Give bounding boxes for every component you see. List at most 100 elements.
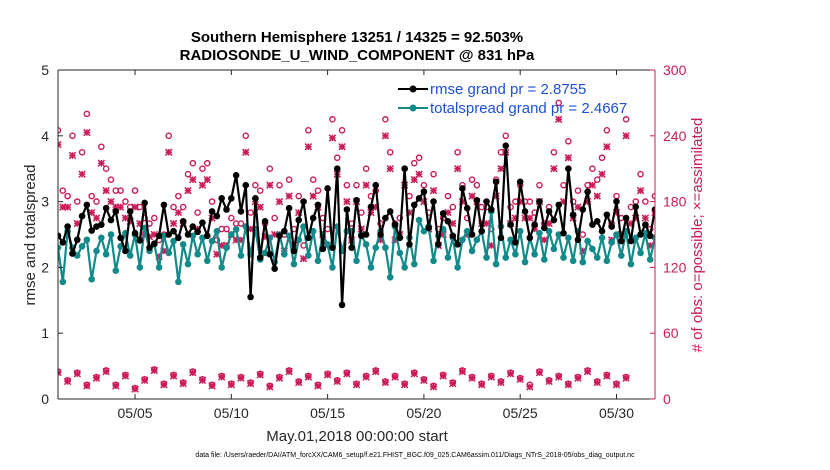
obs-assimilated-00z-point: [189, 368, 197, 377]
totalspread-point: [165, 249, 173, 257]
rmse-point: [271, 265, 278, 273]
obs-assimilated-00z-point: [256, 371, 264, 379]
totalspread-point: [632, 234, 640, 242]
obs-possible-point: [276, 181, 283, 189]
obs-assimilated-point: [714, 215, 720, 221]
obs-assimilated-point: [362, 181, 370, 189]
rmse-point: [338, 301, 346, 309]
rmse-point: [473, 196, 481, 204]
rmse-point: [646, 232, 654, 240]
totalspread-point: [627, 260, 635, 268]
rmse-point: [175, 234, 182, 242]
obs-possible-point: [667, 166, 672, 171]
obs-possible-point: [603, 127, 611, 134]
obs-assimilated-00z-point: [487, 373, 496, 381]
totalspread-point: [709, 228, 716, 235]
obs-assimilated-point: [657, 220, 663, 226]
rmse-point: [247, 293, 254, 301]
obs-possible-point: [295, 192, 303, 200]
x-tick-label: 05/30: [599, 405, 634, 421]
obs-possible-point: [749, 210, 754, 215]
obs-possible-point: [333, 154, 341, 162]
rmse-point: [753, 195, 760, 202]
rmse-point: [743, 219, 750, 226]
rmse-point: [603, 211, 611, 219]
ticks-layer: 05/05 05/10 05/15 05/20 05/25 05/30 0 1 2 3 4 5 0 60 1…: [41, 62, 686, 421]
rmse-point: [117, 234, 124, 242]
rmse-point: [719, 210, 726, 217]
obs-possible-point: [715, 199, 720, 204]
obs-assimilated-point: [285, 192, 293, 200]
totalspread-point: [218, 264, 225, 271]
obs-assimilated-00z-point: [304, 373, 313, 381]
obs-assimilated-point: [622, 132, 630, 140]
totalspread-point: [777, 234, 784, 241]
totalspread-point: [782, 256, 789, 263]
totalspread-point: [290, 260, 298, 268]
obs-possible-point: [242, 132, 250, 140]
rmse-point: [584, 188, 591, 196]
totalspread-point: [738, 258, 745, 265]
rmse-point: [353, 196, 360, 204]
totalspread-point: [228, 231, 235, 238]
totalspread-point: [796, 223, 803, 230]
rmse-point: [199, 219, 206, 226]
obs-assimilated-point: [758, 220, 764, 226]
totalspread-point: [98, 234, 105, 242]
rmse-point: [767, 172, 774, 179]
rmse-point: [666, 211, 673, 218]
obs-assimilated-00z-point: [237, 374, 245, 382]
obs-possible-point: [415, 154, 423, 162]
obs-possible-point: [758, 204, 763, 209]
totalspread-point: [724, 236, 731, 243]
rmse-point: [613, 198, 620, 205]
obs-possible-point: [386, 148, 394, 156]
rmse-point: [232, 171, 240, 179]
obs-assimilated-00z-point: [131, 385, 139, 393]
rmse-point: [497, 234, 505, 242]
obs-assimilated-point: [328, 134, 337, 142]
obs-possible-point: [396, 214, 404, 222]
rmse-point: [825, 225, 830, 232]
obs-assimilated-point: [666, 182, 672, 188]
obs-possible-point: [536, 181, 543, 189]
obs-assimilated-point: [203, 175, 211, 184]
obs-possible-point: [811, 204, 816, 209]
obs-assimilated-00z-point: [372, 367, 380, 376]
obs-possible-point: [826, 188, 830, 193]
rmse-point: [724, 228, 731, 235]
rmse-point: [261, 218, 269, 225]
rmse-point: [372, 181, 380, 189]
rmse-point: [820, 198, 827, 205]
rmse-point: [223, 206, 230, 213]
y-left-tick-label: 2: [41, 259, 49, 275]
obs-assimilated-00z-point: [622, 374, 630, 382]
rmse-point: [406, 241, 413, 248]
obs-possible-point: [329, 116, 336, 123]
rmse-point: [362, 231, 370, 238]
rmse-point: [290, 247, 298, 255]
rmse-point: [560, 229, 567, 237]
totalspread-point: [382, 244, 389, 251]
obs-possible-point: [449, 203, 457, 211]
totalspread-point: [565, 234, 572, 242]
y-left-tick-label: 5: [41, 62, 49, 78]
rmse-point: [454, 241, 461, 248]
totalspread-point: [646, 256, 654, 263]
obs-assimilated-point: [676, 215, 682, 221]
y-right-tick-label: 120: [663, 259, 687, 275]
obs-assimilated-00z-point: [266, 383, 274, 391]
y-right-tick-label: 300: [663, 62, 687, 78]
obs-assimilated-point: [767, 198, 773, 204]
obs-assimilated-point: [554, 115, 563, 124]
rmse-point: [516, 178, 524, 186]
rmse-point: [536, 198, 543, 205]
y-right-tick-label: 60: [663, 325, 679, 341]
rmse-point: [333, 165, 341, 172]
obs-assimilated-00z-point: [574, 374, 582, 382]
obs-assimilated-point: [83, 128, 91, 137]
rmse-point: [213, 212, 221, 220]
totalspread-point: [155, 264, 163, 271]
totalspread-point: [179, 241, 187, 248]
totalspread-point: [367, 264, 375, 271]
